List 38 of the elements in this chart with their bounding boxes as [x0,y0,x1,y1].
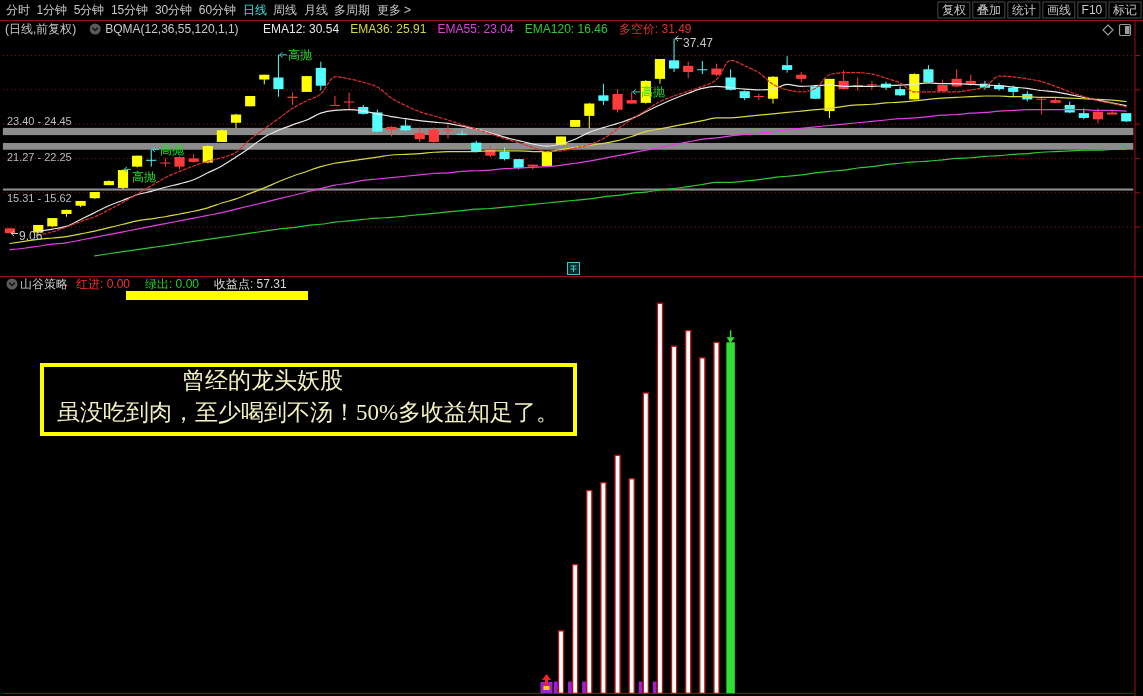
annotation: 高抛 [288,47,312,62]
band-label: 15.31 - 15.62 [6,191,72,204]
text: 60分钟 [198,3,237,17]
chart-title: (日线,前复权) [5,22,77,36]
text: 绿出: 0.00 [144,277,200,291]
annotation: 高抛 [132,170,156,184]
text: EMA12: 30.54 [263,22,340,36]
text: 分时 [6,3,30,17]
text: 日线 [242,3,267,17]
text: 月线 [303,3,328,17]
text: 30分钟 [154,3,193,17]
text: 统计 [1011,3,1036,17]
text: 1分钟 [36,3,68,17]
annotation: 9.06 [19,228,43,243]
text: F10 [1081,3,1103,17]
text: 多周期 [334,3,371,17]
text: EMA55: 23.04 [437,22,514,36]
text: 红进: 0.00 [76,277,131,291]
text: 多空价: 31.49 [618,22,692,36]
legend-title: BQMA(12,36,55,120,1,1) [105,22,239,36]
annotation: 37.47 [683,36,714,50]
text: 复权 [941,3,966,17]
chart-title: 山谷策略 [20,277,68,291]
text: 画线 [1046,3,1071,17]
band-label: 23.40 - 24.45 [6,114,72,127]
annotation: 曾经的龙头妖股 [181,368,343,393]
text: 收益点: 57.31 [213,277,287,291]
text: EMA120: 16.46 [524,22,608,36]
text: 5分钟 [73,3,105,17]
band-label: 21.27 - 22.25 [6,150,72,163]
text: 周线 [273,3,298,17]
annotation: 虽没吃到肉，至少喝到不汤！50%多收益知足了。 [57,400,560,425]
text: 叠加 [976,3,1001,17]
text: 更多 > [376,3,412,17]
text: EMA36: 25.91 [350,22,427,36]
text: 15分钟 [110,3,149,17]
annotation: 高抛 [160,142,184,157]
text: 标记 [1112,3,1137,17]
